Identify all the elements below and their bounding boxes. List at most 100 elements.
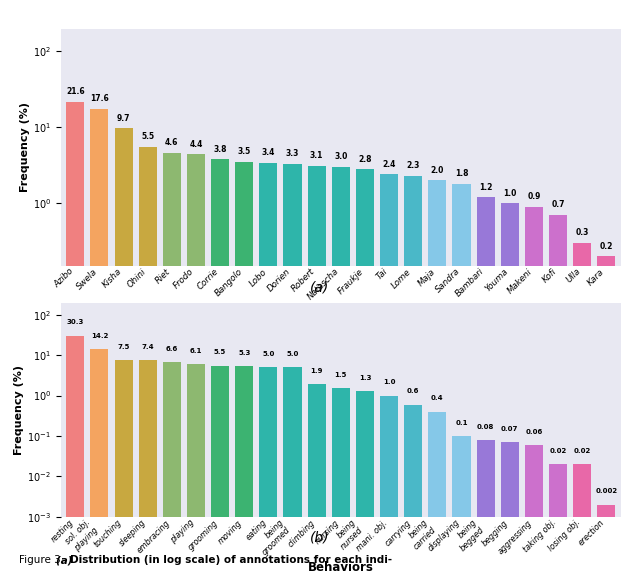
Bar xyxy=(235,367,253,571)
Text: 1.3: 1.3 xyxy=(358,375,371,381)
Text: 5.0: 5.0 xyxy=(262,351,275,357)
Text: 6.1: 6.1 xyxy=(190,348,202,353)
Text: 0.06: 0.06 xyxy=(525,429,543,435)
X-axis label: Chimpanzee names: Chimpanzee names xyxy=(276,306,405,319)
Bar xyxy=(573,243,591,571)
Text: 1.2: 1.2 xyxy=(479,183,492,192)
Text: 3.1: 3.1 xyxy=(310,151,323,160)
Text: 21.6: 21.6 xyxy=(66,87,84,96)
Bar xyxy=(259,367,277,571)
Bar xyxy=(549,464,567,571)
Bar xyxy=(525,207,543,571)
X-axis label: Behaviors: Behaviors xyxy=(308,561,374,571)
Text: 5.5: 5.5 xyxy=(141,132,154,142)
Bar xyxy=(308,166,326,571)
Bar xyxy=(115,360,132,571)
Bar xyxy=(90,108,108,571)
Bar xyxy=(211,365,229,571)
Text: 6.6: 6.6 xyxy=(166,346,178,352)
Bar xyxy=(139,147,157,571)
Text: (a): (a) xyxy=(56,555,76,565)
Bar xyxy=(139,360,157,571)
Text: 2.8: 2.8 xyxy=(358,155,372,164)
Bar xyxy=(500,442,519,571)
Bar xyxy=(211,159,229,571)
Bar xyxy=(549,215,567,571)
Bar xyxy=(235,162,253,571)
Text: 0.08: 0.08 xyxy=(477,424,494,429)
Text: 0.9: 0.9 xyxy=(527,192,541,201)
Bar xyxy=(597,256,616,571)
Text: 0.1: 0.1 xyxy=(455,420,468,425)
Bar xyxy=(500,203,519,571)
Text: 4.4: 4.4 xyxy=(189,140,203,149)
Bar xyxy=(187,154,205,571)
Text: 2.4: 2.4 xyxy=(382,160,396,169)
Text: 2.0: 2.0 xyxy=(431,166,444,175)
Bar xyxy=(428,180,447,571)
Bar xyxy=(380,174,398,571)
Bar xyxy=(90,349,108,571)
Bar xyxy=(284,164,301,571)
Text: 3.0: 3.0 xyxy=(334,152,348,162)
Text: 17.6: 17.6 xyxy=(90,94,109,103)
Text: 0.02: 0.02 xyxy=(549,448,566,454)
Y-axis label: Frequency (%): Frequency (%) xyxy=(14,365,24,455)
Text: 0.02: 0.02 xyxy=(573,448,591,454)
Text: 1.0: 1.0 xyxy=(503,188,516,198)
Text: 0.2: 0.2 xyxy=(600,242,613,251)
Text: 0.6: 0.6 xyxy=(407,388,419,394)
Bar xyxy=(404,176,422,571)
Text: 30.3: 30.3 xyxy=(67,319,84,325)
Bar xyxy=(284,367,301,571)
Text: (a): (a) xyxy=(310,280,330,294)
Bar xyxy=(525,445,543,571)
Bar xyxy=(115,128,132,571)
Text: 5.0: 5.0 xyxy=(286,351,299,357)
Text: 5.3: 5.3 xyxy=(238,350,250,356)
Bar xyxy=(477,440,495,571)
Text: 1.0: 1.0 xyxy=(383,379,396,385)
Text: 5.5: 5.5 xyxy=(214,349,226,355)
Text: 1.5: 1.5 xyxy=(335,372,347,378)
Text: 7.5: 7.5 xyxy=(117,344,130,350)
Bar xyxy=(66,102,84,571)
Bar xyxy=(428,412,447,571)
Bar xyxy=(332,388,350,571)
Bar xyxy=(477,197,495,571)
Text: 0.07: 0.07 xyxy=(501,426,518,432)
Text: 2.3: 2.3 xyxy=(406,161,420,170)
Bar xyxy=(356,391,374,571)
Text: (b): (b) xyxy=(310,531,330,545)
Text: 4.6: 4.6 xyxy=(165,138,179,147)
Bar xyxy=(452,436,470,571)
Text: 3.8: 3.8 xyxy=(213,144,227,154)
Text: 14.2: 14.2 xyxy=(91,333,108,339)
Text: 3.3: 3.3 xyxy=(286,149,300,158)
Bar xyxy=(380,396,398,571)
Bar xyxy=(308,384,326,571)
Text: Distribution (in log scale) of annotations for each indi-: Distribution (in log scale) of annotatio… xyxy=(70,555,392,565)
Text: 7.4: 7.4 xyxy=(141,344,154,350)
Bar xyxy=(66,336,84,571)
Text: 0.3: 0.3 xyxy=(575,228,589,237)
Text: 1.8: 1.8 xyxy=(455,169,468,178)
Text: 0.4: 0.4 xyxy=(431,395,444,401)
Bar xyxy=(597,505,616,571)
Bar xyxy=(573,464,591,571)
Bar xyxy=(332,167,350,571)
Text: 1.9: 1.9 xyxy=(310,368,323,374)
Bar xyxy=(187,364,205,571)
Bar xyxy=(259,163,277,571)
Bar xyxy=(452,184,470,571)
Text: 0.7: 0.7 xyxy=(551,200,564,210)
Bar xyxy=(163,153,181,571)
Bar xyxy=(404,404,422,571)
Text: 9.7: 9.7 xyxy=(117,114,131,123)
Text: 0.002: 0.002 xyxy=(595,488,618,494)
Text: 3.5: 3.5 xyxy=(237,147,251,156)
Bar xyxy=(356,169,374,571)
Y-axis label: Frequency (%): Frequency (%) xyxy=(20,102,30,192)
Bar xyxy=(163,363,181,571)
Text: Figure 3:: Figure 3: xyxy=(19,555,68,565)
